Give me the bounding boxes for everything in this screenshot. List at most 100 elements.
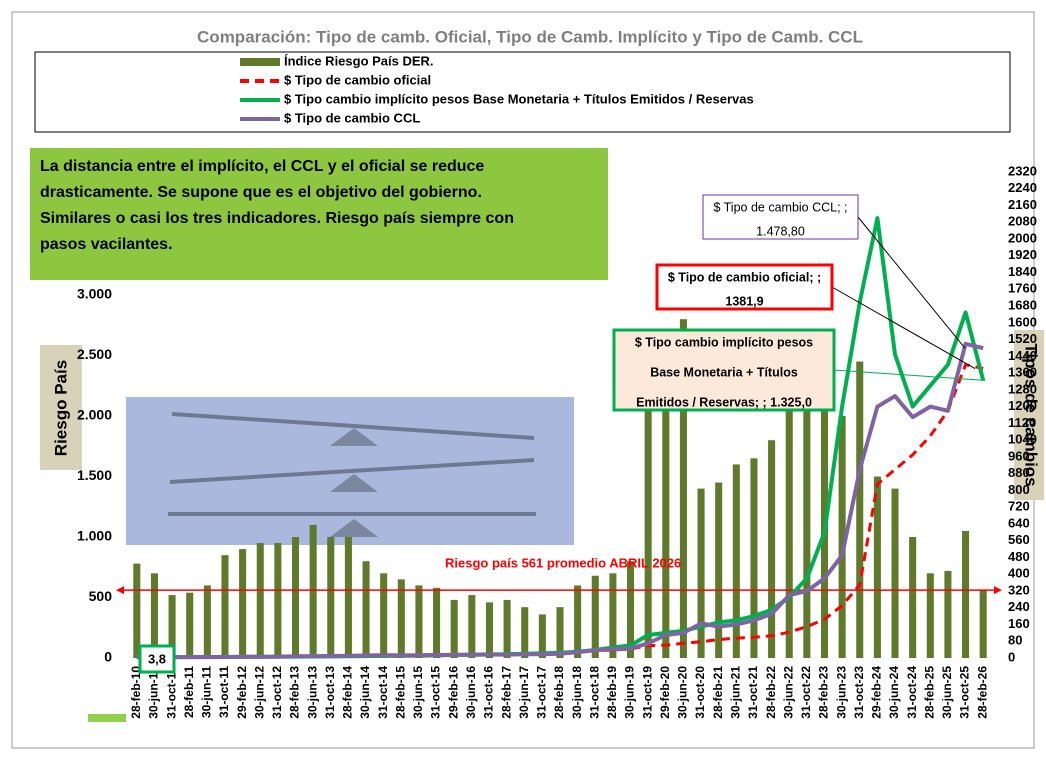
bar xyxy=(697,488,705,658)
callout-connector xyxy=(833,369,986,381)
bar xyxy=(521,607,529,658)
y-tick-label: 2.000 xyxy=(77,407,112,423)
bar xyxy=(609,573,617,658)
x-tick-label: 30-jun-22 xyxy=(781,666,795,719)
bar xyxy=(274,543,282,658)
y2-tick-label: 560 xyxy=(1008,532,1030,547)
x-tick-label: 30-jun-18 xyxy=(570,666,584,719)
bar xyxy=(450,599,458,658)
x-tick-label: 29-feb-16 xyxy=(446,666,460,719)
x-tick-label: 30-jun-24 xyxy=(887,666,901,719)
y2-tick-label: 1760 xyxy=(1008,281,1037,296)
bar xyxy=(291,537,300,658)
bar xyxy=(768,440,776,658)
reference-label: Riesgo país 561 promedio ABRIL 2026 xyxy=(445,556,681,571)
x-tick-label: 30-jun-13 xyxy=(305,666,319,719)
x-tick-label: 28-feb-21 xyxy=(711,666,725,719)
bar xyxy=(309,524,317,658)
x-tick-label: 31-oct-10 xyxy=(164,666,178,719)
bar xyxy=(715,482,723,658)
bar xyxy=(203,585,211,658)
bar xyxy=(538,614,546,658)
x-tick-label: 28-feb-11 xyxy=(182,666,196,718)
bar xyxy=(186,592,194,658)
y2-tick-label: 80 xyxy=(1008,633,1022,648)
x-tick-label: 28-feb-18 xyxy=(552,666,566,719)
callout-connector xyxy=(831,286,976,369)
x-tick-label: 29-feb-12 xyxy=(235,666,249,719)
first-label-box xyxy=(138,644,176,674)
bar xyxy=(574,585,582,658)
y2-tick-label: 640 xyxy=(1008,515,1030,530)
x-tick-label: 31-oct-14 xyxy=(376,666,390,719)
bar xyxy=(433,587,441,658)
bar xyxy=(415,585,423,658)
y2-tick-label: 320 xyxy=(1008,582,1030,597)
legend-label: Índice Riesgo País DER. xyxy=(284,53,434,68)
x-tick-label: 28-feb-22 xyxy=(764,666,778,719)
x-tick-label: 30-jun-17 xyxy=(517,666,531,719)
x-tick-label: 30-jun-25 xyxy=(940,666,954,719)
y2-tick-label: 400 xyxy=(1008,566,1030,581)
y2-axis-label: Tipos de cambios xyxy=(1022,343,1041,486)
y2-tick-label: 240 xyxy=(1008,599,1030,614)
bar xyxy=(732,464,740,658)
x-tick-label: 30-jun-19 xyxy=(623,666,637,719)
x-tick-label: 28-feb-26 xyxy=(975,666,989,719)
legend-swatch xyxy=(240,58,280,66)
note-text: La distancia entre el implícito, el CCL … xyxy=(40,158,484,175)
y2-tick-label: 1600 xyxy=(1008,314,1037,329)
x-tick-label: 28-feb-23 xyxy=(817,666,831,719)
bar xyxy=(909,537,917,658)
callout-box xyxy=(702,194,859,240)
x-tick-label: 30-jun-20 xyxy=(676,666,690,719)
bar xyxy=(979,590,987,658)
callout-box xyxy=(612,328,836,412)
bar xyxy=(362,561,370,658)
x-tick-label: 31-oct-13 xyxy=(323,666,337,719)
y2-tick-label: 1680 xyxy=(1008,298,1037,313)
callout-text: 1381,9 xyxy=(725,294,763,308)
y2-tick-label: 1360 xyxy=(1008,365,1037,380)
y2-tick-label: 0 xyxy=(1008,649,1015,664)
x-tick-label: 31-oct-24 xyxy=(905,666,919,719)
x-tick-label: 31-oct-12 xyxy=(270,666,284,719)
x-tick-label: 31-oct-20 xyxy=(693,666,707,719)
bar xyxy=(627,561,635,658)
note-text: drasticamente. Se supone que es el objet… xyxy=(40,184,482,201)
x-tick-label: 30-jun-15 xyxy=(411,666,425,719)
y2-tick-label: 2000 xyxy=(1008,230,1037,245)
bar xyxy=(926,573,934,658)
x-tick-label: 31-oct-18 xyxy=(587,666,601,719)
callout-text: $ Tipo cambio implícito pesos xyxy=(635,335,813,349)
y2-tick-label: 1840 xyxy=(1008,264,1037,279)
x-tick-label: 31-oct-25 xyxy=(958,666,972,719)
x-tick-label: 28-feb-25 xyxy=(922,666,936,719)
callout-text: $ Tipo de cambio CCL; ; xyxy=(713,200,847,214)
y-tick-label: 500 xyxy=(89,588,113,604)
bar xyxy=(679,319,687,658)
x-tick-label: 29-feb-24 xyxy=(870,666,884,719)
y-tick-label: 2.500 xyxy=(77,346,112,362)
bar xyxy=(468,595,476,658)
y2-tick-label: 2240 xyxy=(1008,180,1037,195)
y2-tick-label: 2320 xyxy=(1008,163,1037,178)
bar xyxy=(891,488,899,658)
y-tick-label: 3.000 xyxy=(77,286,112,302)
x-tick-label: 28-feb-15 xyxy=(393,666,407,719)
bar xyxy=(344,537,352,658)
legend-label: $ Tipo de cambio oficial xyxy=(284,72,431,87)
bar xyxy=(644,403,652,658)
y2-tick-label: 1280 xyxy=(1008,381,1037,396)
bar xyxy=(239,549,247,658)
bar xyxy=(503,599,511,658)
bar xyxy=(856,361,864,658)
y2-tick-label: 1200 xyxy=(1008,398,1037,413)
bar xyxy=(133,563,141,658)
callout-text: $ Tipo de cambio oficial; ; xyxy=(668,270,821,284)
x-tick-label: 30-jun-23 xyxy=(834,666,848,719)
bar xyxy=(556,607,564,658)
y-axis-label: Riesgo País xyxy=(51,360,70,456)
x-tick-label: 28-feb-17 xyxy=(499,666,513,719)
